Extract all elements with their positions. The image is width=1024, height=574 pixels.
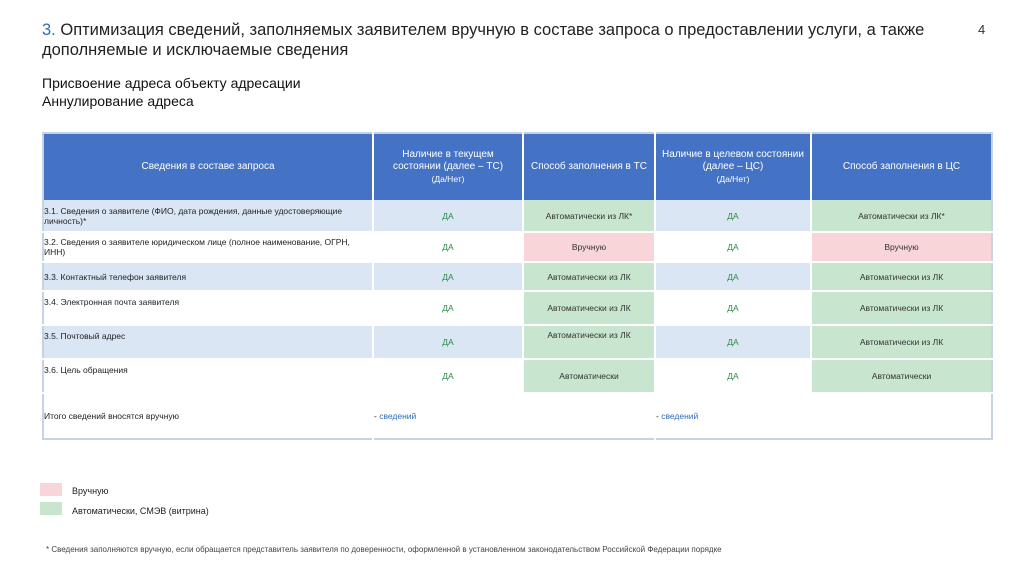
legend-manual-swatch — [40, 483, 62, 496]
row-label: 3.4. Электронная почта заявителя — [43, 291, 374, 326]
total-ts-dash: - — [374, 411, 377, 421]
row-cs-method: Автоматически из ЛК — [811, 291, 992, 326]
total-ts-value: - сведений — [373, 393, 656, 439]
total-cs-value: - сведений — [655, 393, 992, 439]
row-cs-presence: ДА — [655, 291, 812, 326]
row-cs-presence: ДА — [655, 325, 812, 360]
header-cs-presence: Наличие в целевом состоянии (далее – ЦС)… — [655, 133, 812, 200]
row-ts-presence: ДА — [373, 200, 524, 233]
table-row: 3.1. Сведения о заявителе (ФИО, дата рож… — [43, 200, 992, 233]
table-header-row: Сведения в составе запроса Наличие в тек… — [43, 133, 992, 200]
header-ts-presence: Наличие в текущем состоянии (далее – ТС)… — [373, 133, 524, 200]
row-label: 3.2. Сведения о заявителе юридическом ли… — [43, 232, 374, 263]
slide-title-text: Оптимизация сведений, заполняемых заявит… — [42, 21, 925, 59]
subtitle-line-1: Присвоение адреса объекту адресации — [42, 75, 301, 91]
table-row: 3.3. Контактный телефон заявителя ДА Авт… — [43, 262, 992, 292]
table-row: 3.4. Электронная почта заявителя ДА Авто… — [43, 291, 992, 326]
row-ts-presence: ДА — [373, 325, 524, 360]
row-ts-presence: ДА — [373, 291, 524, 326]
row-cs-presence: ДА — [655, 200, 812, 233]
header-cs-presence-text: Наличие в целевом состоянии (далее – ЦС) — [662, 149, 804, 172]
row-ts-method: Автоматически из ЛК — [523, 262, 656, 292]
row-ts-presence: ДА — [373, 359, 524, 394]
total-cs-word: сведений — [661, 411, 699, 421]
row-ts-method: Автоматически — [523, 359, 656, 394]
row-ts-method: Вручную — [523, 232, 656, 263]
row-cs-method: Автоматически из ЛК — [811, 262, 992, 292]
slide-subtitle: Присвоение адреса объекту адресации Анну… — [42, 74, 301, 110]
row-label: 3.6. Цель обращения — [43, 359, 374, 394]
row-cs-method: Автоматически — [811, 359, 992, 394]
footnote: * Сведения заполняются вручную, если обр… — [46, 545, 722, 554]
subtitle-line-2: Аннулирование адреса — [42, 93, 194, 109]
page-number: 4 — [978, 22, 986, 37]
total-row: Итого сведений вносятся вручную - сведен… — [43, 393, 992, 439]
row-cs-method: Автоматически из ЛК — [811, 325, 992, 360]
slide-title-number: 3. — [42, 21, 56, 39]
row-ts-method: Автоматически из ЛК — [523, 325, 656, 360]
total-cs-dash: - — [656, 411, 659, 421]
row-label: 3.3. Контактный телефон заявителя — [43, 262, 374, 292]
total-label: Итого сведений вносятся вручную — [43, 393, 374, 439]
total-ts-word: сведений — [379, 411, 417, 421]
row-label: 3.1. Сведения о заявителе (ФИО, дата рож… — [43, 200, 374, 233]
table-row: 3.6. Цель обращения ДА Автоматически ДА … — [43, 359, 992, 394]
row-ts-method: Автоматически из ЛК — [523, 291, 656, 326]
requirements-table: Сведения в составе запроса Наличие в тек… — [42, 132, 993, 440]
header-cs-method: Способ заполнения в ЦС — [811, 133, 992, 200]
header-ts-presence-sub: (Да/Нет) — [431, 174, 465, 184]
row-cs-presence: ДА — [655, 232, 812, 263]
header-info: Сведения в составе запроса — [43, 133, 374, 200]
row-label: 3.5. Почтовый адрес — [43, 325, 374, 360]
row-cs-method: Вручную — [811, 232, 992, 263]
row-cs-presence: ДА — [655, 262, 812, 292]
slide-title: 3. Оптимизация сведений, заполняемых зая… — [42, 20, 942, 60]
header-ts-method: Способ заполнения в ТС — [523, 133, 656, 200]
row-ts-method: Автоматически из ЛК* — [523, 200, 656, 233]
row-cs-method: Автоматически из ЛК* — [811, 200, 992, 233]
table-row: 3.2. Сведения о заявителе юридическом ли… — [43, 232, 992, 263]
legend-manual-label: Вручную — [72, 486, 109, 496]
legend-auto-swatch — [40, 502, 62, 515]
table-row: 3.5. Почтовый адрес ДА Автоматически из … — [43, 325, 992, 360]
header-ts-presence-text: Наличие в текущем состоянии (далее – ТС) — [392, 149, 504, 172]
row-ts-presence: ДА — [373, 232, 524, 263]
row-cs-presence: ДА — [655, 359, 812, 394]
header-cs-presence-sub: (Да/Нет) — [716, 174, 750, 184]
row-ts-presence: ДА — [373, 262, 524, 292]
legend-auto-label: Автоматически, СМЭВ (витрина) — [72, 506, 209, 516]
